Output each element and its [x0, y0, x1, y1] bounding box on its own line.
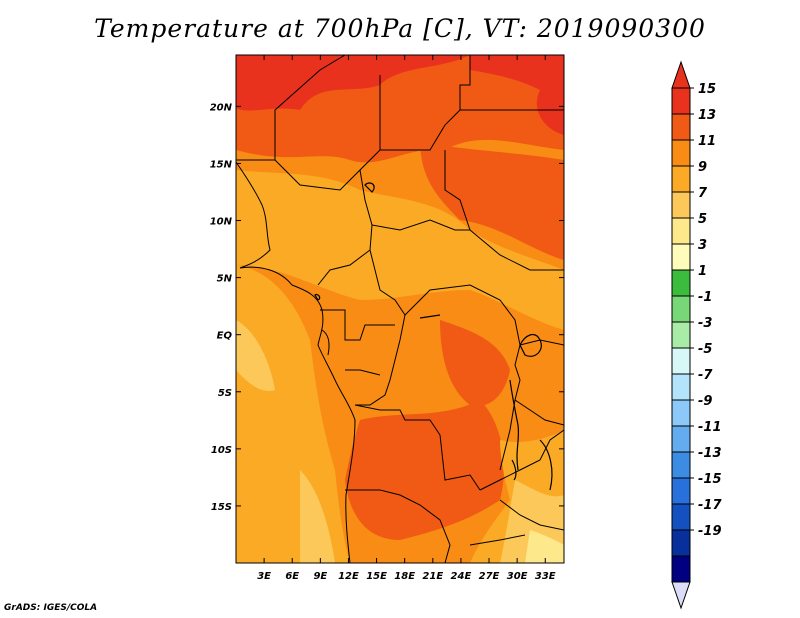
- colorbar-label: -15: [698, 472, 722, 487]
- colorbar-label: -3: [698, 316, 712, 331]
- colorbar-segment: [671, 399, 691, 427]
- colorbar-label: -13: [698, 446, 722, 461]
- lat-tick-label: 20N: [210, 102, 233, 113]
- colorbar-label: 15: [698, 82, 716, 97]
- lon-tick-label: 15E: [366, 571, 387, 582]
- lat-tick-label: EQ: [217, 331, 233, 342]
- colorbar-segment: [671, 191, 691, 219]
- lakes: [314, 182, 553, 491]
- colorbar-segment: [671, 217, 691, 245]
- colorbar-segment: [671, 165, 691, 193]
- map-title: Temperature at 700hPa [C], VT: 201909030…: [94, 14, 706, 43]
- lon-tick-label: 21E: [422, 571, 443, 582]
- lon-tick-label: 33E: [535, 571, 556, 582]
- lon-tick-label: 3E: [257, 571, 271, 582]
- colorbar-segment: [671, 555, 691, 583]
- lat-tick-label: 10S: [211, 445, 232, 456]
- colorbar-segment: [671, 477, 691, 505]
- longitude-axis: 3E 6E 9E 12E 15E 18E 21E 24E 27E 30E 33E: [257, 55, 556, 582]
- colorbar-label: -17: [698, 498, 722, 513]
- country-borders: [236, 55, 564, 563]
- colorbar-label: -9: [698, 394, 712, 409]
- colorbar-segment: [671, 113, 691, 141]
- colorbar-segment: [671, 87, 691, 115]
- colorbar-label: -11: [698, 420, 722, 435]
- colorbar-label: 11: [698, 134, 716, 149]
- colorbar-segment: [671, 451, 691, 479]
- colorbar-label: 1: [698, 264, 707, 279]
- colorbar-label: 3: [698, 238, 707, 253]
- colorbar-segment: [671, 425, 691, 453]
- colorbar-bottom-triangle: [671, 581, 691, 610]
- colorbar-segment: [671, 529, 691, 557]
- lon-tick-label: 12E: [338, 571, 359, 582]
- lat-tick-label: 5N: [217, 274, 233, 285]
- colorbar-label: 13: [698, 108, 716, 123]
- lon-tick-label: 30E: [507, 571, 528, 582]
- lon-tick-label: 27E: [479, 571, 500, 582]
- lat-tick-label: 15S: [211, 502, 232, 513]
- colorbar-segment: [671, 373, 691, 401]
- lon-tick-label: 18E: [394, 571, 415, 582]
- colorbar-label: -1: [698, 290, 712, 305]
- colorbar-label: -5: [698, 342, 712, 357]
- map-frame: [235, 54, 565, 564]
- colorbar-segment: [671, 347, 691, 375]
- colorbar-label: 7: [698, 186, 708, 201]
- colorbar-segment: [671, 295, 691, 323]
- latitude-axis: 20N 15N 10N 5N EQ 5S 10S 15S: [210, 102, 564, 513]
- lat-tick-label: 10N: [210, 217, 233, 228]
- colorbar-label: 9: [698, 160, 707, 175]
- lat-tick-label: 15N: [210, 159, 233, 170]
- colorbar-segment: [671, 243, 691, 271]
- colorbar-top-triangle: [671, 60, 691, 89]
- lon-tick-label: 6E: [285, 571, 299, 582]
- colorbar-segment: [671, 269, 691, 297]
- colorbar-segment: [671, 503, 691, 531]
- colorbar-label: -19: [698, 524, 722, 539]
- colorbar-label: -7: [698, 368, 713, 383]
- colorbar-segment: [671, 139, 691, 167]
- lon-tick-label: 24E: [451, 571, 472, 582]
- colorbar-label: 5: [698, 212, 707, 227]
- credit-text: GrADS: IGES/COLA: [4, 603, 98, 613]
- lat-tick-label: 5S: [218, 388, 232, 399]
- colorbar: 15 13 11 9 7 5 3 1 -1 -3 -5 -7 -9 -11 -13 -15 -17 -19: [671, 60, 722, 610]
- lon-tick-label: 9E: [313, 571, 327, 582]
- temperature-field: [236, 55, 564, 563]
- colorbar-segment: [671, 321, 691, 349]
